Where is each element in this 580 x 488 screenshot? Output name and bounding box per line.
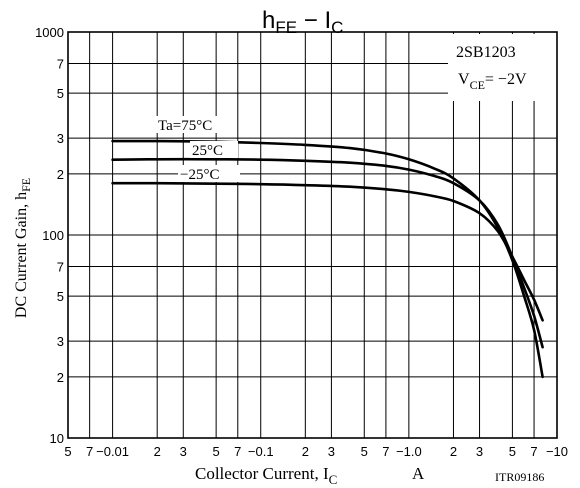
y-axis-label-sub: FE <box>19 178 33 192</box>
x-tick-label: 2 <box>302 444 309 459</box>
condition-sub: CE <box>470 78 485 92</box>
series-label-25: 25°C <box>192 143 223 159</box>
x-tick-label: 2 <box>154 444 161 459</box>
x-tick-labels: 5 7 −0.01 2 3 5 7 −0.1 2 3 5 7 −1.0 2 3 5 7 −10 <box>64 444 568 459</box>
condition-prefix: V <box>458 71 470 88</box>
y-axis-label: DC Current Gain, hFE <box>13 178 33 318</box>
title-dash-sub: C <box>331 18 343 37</box>
series-label-75: Ta=75°C <box>158 118 212 134</box>
title-main: h <box>262 7 275 34</box>
x-tick-label: −0.1 <box>248 444 274 459</box>
title-main-sub: FE <box>275 18 297 37</box>
x-axis-label-sub: C <box>329 472 338 487</box>
x-tick-label: 5 <box>213 444 220 459</box>
y-tick-label: 7 <box>57 56 64 71</box>
label-bg-75 <box>156 116 232 133</box>
y-tick-label: 7 <box>57 259 64 274</box>
x-axis-unit: A <box>412 464 425 483</box>
y-tick-label: 5 <box>57 86 64 101</box>
series-curve-75c <box>111 139 544 379</box>
condition-value: = −2V <box>485 71 527 88</box>
y-tick-label: 10 <box>50 431 64 446</box>
y-tick-label: 3 <box>57 334 64 349</box>
title-dash: − I <box>297 7 331 34</box>
x-axis-label: Collector Current, IC <box>195 464 337 487</box>
series-curves <box>111 139 544 379</box>
x-tick-label: 5 <box>361 444 368 459</box>
x-tick-label: 3 <box>476 444 483 459</box>
y-tick-labels: 10 2 3 5 7 100 2 3 5 7 1000 <box>35 25 64 446</box>
part-number: 2SB1203 <box>456 44 516 61</box>
x-tick-label: 7 <box>382 444 389 459</box>
x-tick-label: 3 <box>328 444 335 459</box>
x-tick-label: 7 <box>86 444 93 459</box>
y-tick-label: 1000 <box>35 25 64 40</box>
series-curve-minus25c <box>111 181 544 322</box>
x-tick-label: 2 <box>450 444 457 459</box>
label-bg-minus25 <box>178 165 240 182</box>
label-bg-25 <box>190 141 238 158</box>
plot-frame <box>67 31 558 439</box>
series-curve-25c <box>111 157 544 349</box>
x-tick-label: 3 <box>180 444 187 459</box>
y-axis-label-main: DC Current Gain, h <box>13 192 30 318</box>
x-tick-label: 7 <box>234 444 241 459</box>
x-tick-label: 7 <box>530 444 537 459</box>
y-tick-label: 2 <box>57 167 64 182</box>
x-tick-label: −10 <box>546 444 568 459</box>
x-tick-label: −1.0 <box>396 444 422 459</box>
y-tick-label: 100 <box>42 228 64 243</box>
x-tick-label: 5 <box>64 444 71 459</box>
figure-id: ITR09186 <box>495 470 544 484</box>
y-tick-label: 2 <box>57 370 64 385</box>
condition-box <box>448 34 562 101</box>
x-tick-label: −0.01 <box>96 444 129 459</box>
y-tick-label: 3 <box>57 131 64 146</box>
x-tick-label: 5 <box>509 444 516 459</box>
series-label-minus25: −25°C <box>180 167 219 183</box>
x-axis-label-main: Collector Current, I <box>195 464 329 483</box>
y-tick-label: 5 <box>57 289 64 304</box>
condition-text: VCE= −2V <box>458 71 527 92</box>
